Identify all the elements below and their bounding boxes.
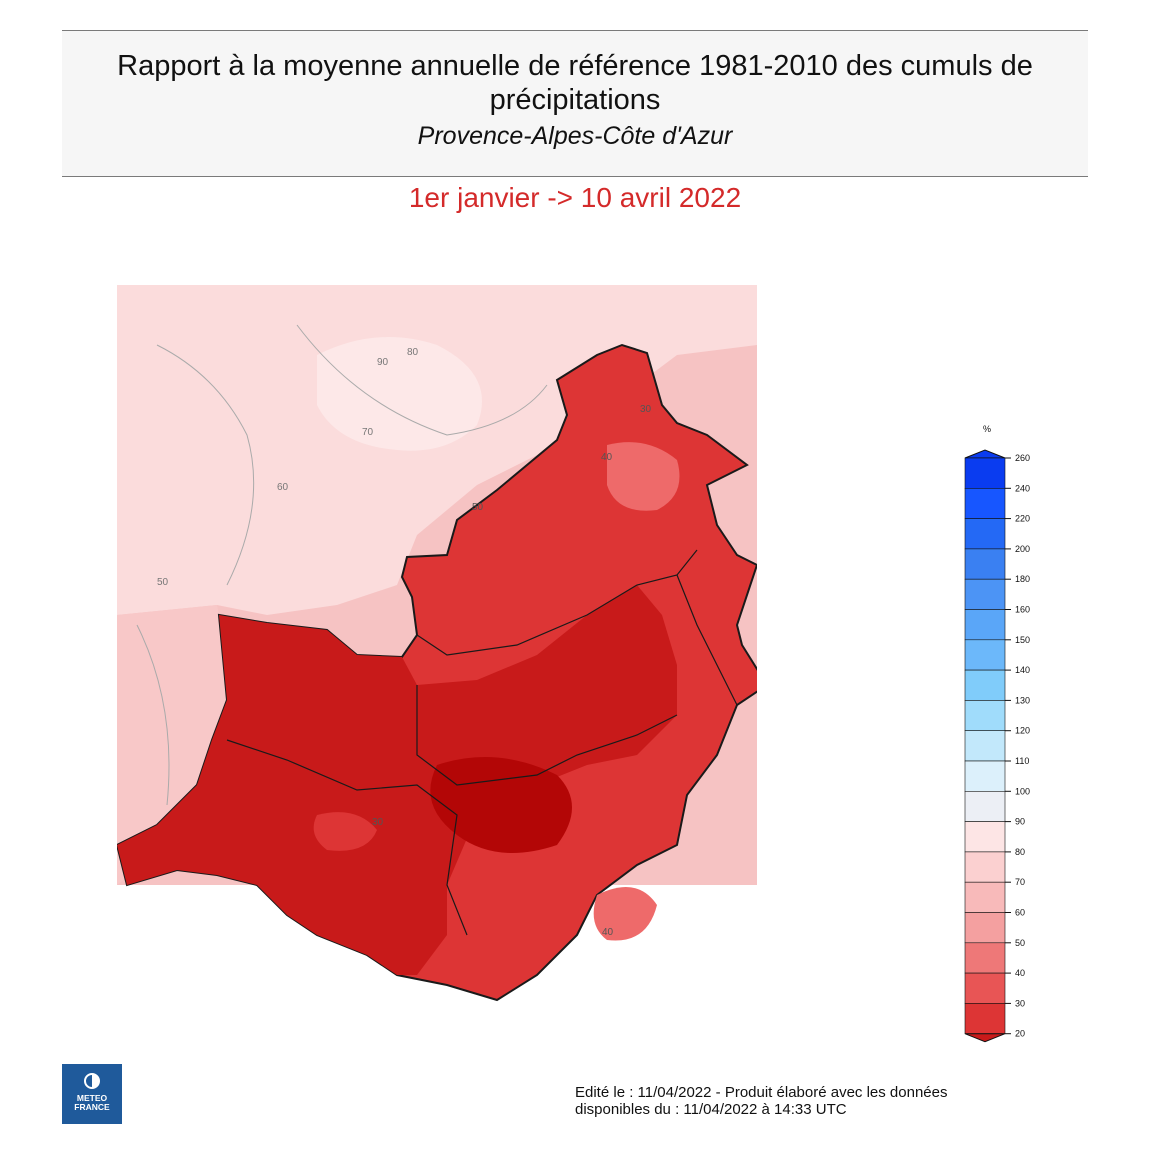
contour-line — [136, 624, 170, 806]
contour-label: 80 — [407, 347, 419, 358]
zone-40-percent-south — [593, 887, 657, 941]
legend-color-swatch — [964, 669, 1006, 701]
region-subtitle: Provence-Alpes-Côte d'Azur — [417, 122, 733, 150]
legend-color-swatch — [964, 912, 1006, 944]
legend-color-swatch — [964, 760, 1006, 792]
contour-label: 40 — [601, 452, 613, 463]
legend-unit: % — [983, 424, 991, 434]
legend-value-label: 60 — [1015, 908, 1025, 918]
contour-label: 50 — [157, 577, 169, 588]
department-boundary — [226, 739, 468, 936]
department-boundary — [676, 574, 738, 706]
legend-value-label: 260 — [1015, 453, 1030, 463]
legend-value-label: 30 — [1015, 998, 1025, 1008]
zone-20-percent — [430, 757, 572, 853]
legend-color-swatch — [964, 518, 1006, 550]
contour-label: 60 — [277, 482, 289, 493]
zone-30-pocket-west — [313, 812, 377, 851]
legend-value-label: 20 — [1015, 1029, 1025, 1039]
contour-label: 50 — [472, 502, 484, 513]
legend-value-label: 110 — [1015, 756, 1029, 766]
legend-color-swatch — [964, 851, 1006, 883]
contour-line — [296, 324, 548, 436]
legend-value-label: 50 — [1015, 938, 1025, 948]
legend-labels: 260 240 220 200 180 160 150 140 130 120 110 100 90 80… — [1005, 453, 1030, 1039]
department-boundary — [416, 685, 678, 786]
legend-color-swatch — [964, 578, 1006, 610]
meteo-france-logo-icon — [84, 1073, 100, 1089]
footer-line-2: disponibles du : 11/04/2022 à 14:33 UTC — [575, 1101, 847, 1118]
contour-label: 70 — [362, 427, 374, 438]
legend-value-label: 180 — [1015, 574, 1030, 584]
map-title: Rapport à la moyenne annuelle de référen… — [117, 50, 1033, 116]
precipitation-ratio-map: 30 40 50 60 70 80 90 30 40 50 — [117, 285, 757, 1002]
logo-text: METEO FRANCE — [74, 1093, 110, 1112]
west-zone — [117, 605, 237, 885]
meteo-france-logo: METEO FRANCE — [62, 1064, 122, 1124]
legend-color-swatch — [964, 609, 1006, 641]
contour-line — [156, 344, 255, 586]
legend-color-swatch — [964, 972, 1006, 1004]
legend-value-label: 160 — [1015, 605, 1030, 615]
legend-bars — [964, 449, 1006, 1043]
legend-value-label: 200 — [1015, 544, 1030, 554]
north-lightest-zone — [317, 337, 482, 451]
legend-value-label: 40 — [1015, 968, 1025, 978]
legend-arrow-bottom — [964, 1033, 1006, 1043]
legend-value-label: 80 — [1015, 847, 1025, 857]
legend-color-swatch — [964, 488, 1006, 519]
contour-label: 30 — [640, 404, 652, 415]
legend-color-swatch — [964, 700, 1006, 731]
period-label: 1er janvier -> 10 avril 2022 — [408, 182, 742, 213]
legend-color-swatch — [964, 881, 1006, 913]
edition-footer: Edité le : 11/04/2022 - Produit élaboré … — [575, 1084, 947, 1118]
footer-line-1: Edité le : 11/04/2022 - Produit élaboré … — [575, 1084, 948, 1101]
header-box: Rapport à la moyenne annuelle de référen… — [62, 30, 1088, 177]
legend-value-label: 220 — [1015, 514, 1030, 524]
legend-color-swatch — [964, 457, 1006, 489]
legend-arrow-top — [964, 449, 1006, 459]
legend-value-label: 240 — [1015, 483, 1030, 493]
legend-value-label: 70 — [1015, 877, 1025, 887]
legend-color-swatch — [964, 1003, 1006, 1035]
zone-30-percent — [117, 585, 677, 975]
color-scale-legend: % 260 240 220 200 180 160 150 140 130 120 110 100 90… — [964, 424, 1030, 1043]
legend-color-swatch — [964, 942, 1006, 974]
legend-value-label: 140 — [1015, 665, 1030, 675]
legend-color-swatch — [964, 639, 1006, 671]
legend-color-swatch — [964, 548, 1006, 580]
legend-value-label: 150 — [1015, 635, 1030, 645]
legend-color-swatch — [964, 790, 1006, 822]
legend-value-label: 120 — [1015, 726, 1030, 736]
legend-value-label: 100 — [1015, 786, 1030, 796]
contour-label: 40 — [602, 927, 614, 938]
zone-40-percent-north — [607, 442, 680, 511]
legend-color-swatch — [964, 821, 1006, 853]
legend-value-label: 90 — [1015, 817, 1025, 827]
contour-label: 90 — [377, 357, 389, 368]
legend-color-swatch — [964, 730, 1006, 762]
legend-value-label: 130 — [1015, 695, 1030, 705]
contour-label: 30 — [372, 817, 384, 828]
